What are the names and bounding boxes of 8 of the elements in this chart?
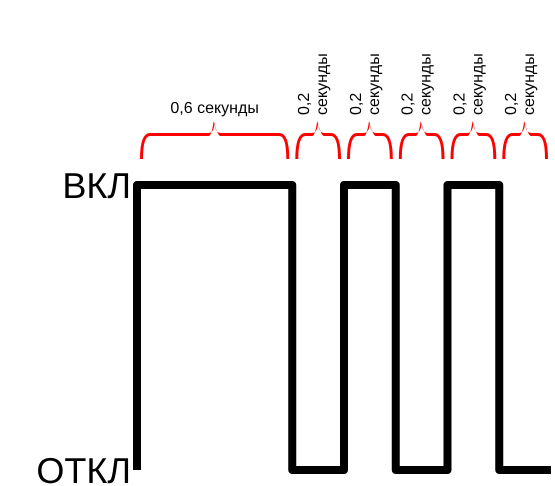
text: 0,2 секунды — [296, 53, 332, 115]
text: 0,2 секунды — [400, 53, 435, 115]
annotation: ВКЛ — [62, 165, 131, 206]
text: 0,6 секунды — [170, 100, 259, 117]
text: 0,2 секунды — [348, 53, 383, 115]
text: 0,2 секунды — [503, 53, 538, 115]
annotation: ОТКЛ — [36, 450, 131, 486]
text: 0,2 секунды — [451, 53, 486, 115]
